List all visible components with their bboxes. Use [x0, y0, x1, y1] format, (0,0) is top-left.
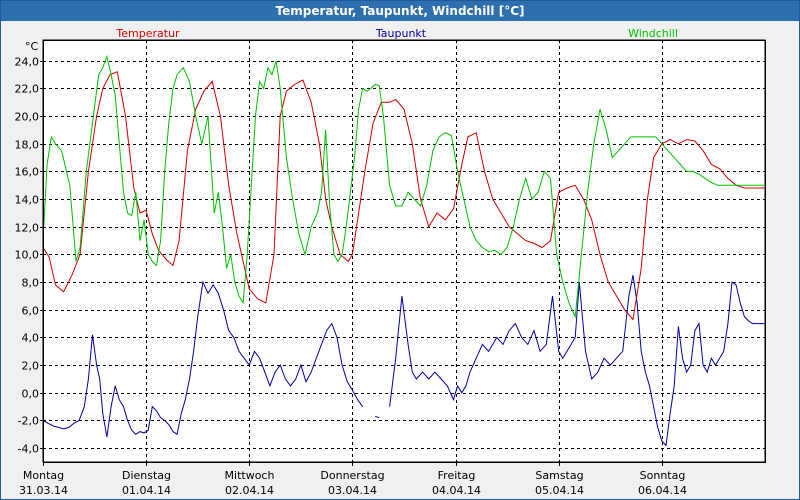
y-tick-label: 22,0: [15, 83, 40, 96]
x-tick-label-date: 05.04.14: [535, 484, 584, 497]
x-tick-label-day: Donnerstag: [320, 469, 384, 482]
plot-border: [43, 40, 766, 463]
series-line-taupunkt-2: [374, 415, 380, 419]
y-tick-label: -4,0: [18, 443, 39, 456]
y-tick-label: 18,0: [15, 139, 40, 152]
series-line-taupunkt: [43, 280, 364, 438]
y-axis-label: °C: [25, 40, 39, 53]
x-tick-label-date: 02.04.14: [225, 484, 274, 497]
y-tick-label: -2,0: [18, 415, 39, 428]
x-tick-label-date: 01.04.14: [122, 484, 171, 497]
x-tick-label-date: 04.04.14: [432, 484, 481, 497]
series-line-windchill: [43, 54, 765, 319]
y-tick-label: 10,0: [15, 249, 40, 262]
chart-title: Temperatur, Taupunkt, Windchill [°C]: [1, 1, 799, 21]
y-tick-label: 12,0: [15, 222, 40, 235]
legend-taupunkt: Taupunkt: [375, 27, 427, 40]
y-tick-label: 14,0: [15, 194, 40, 207]
x-tick-label-date: 31.03.14: [19, 484, 68, 497]
x-tick-label-day: Dienstag: [122, 469, 171, 482]
y-tick-label: 20,0: [15, 111, 40, 124]
y-tick-label: 2,0: [22, 360, 40, 373]
y-tick-label: 8,0: [22, 277, 40, 290]
x-tick-label-date: 06.04.14: [638, 484, 687, 497]
x-tick-label-day: Freitag: [438, 469, 476, 482]
x-tick-label-day: Montag: [23, 469, 64, 482]
y-tick-label: 6,0: [22, 305, 40, 318]
x-tick-label-date: 03.04.14: [328, 484, 377, 497]
chart-area: -4,0 -2,0 0,0 2,0 4,0 6,0 8,0 10,0 12,0 14,0 16,0 1…: [15, 27, 766, 497]
x-tick-label-day: Samstag: [535, 469, 583, 482]
y-tick-label: 4,0: [22, 332, 40, 345]
series-line-temperatur: [43, 71, 765, 321]
plot-area: [42, 39, 766, 463]
x-tick-label-day: Mittwoch: [225, 469, 275, 482]
y-tick-label: 16,0: [15, 166, 40, 179]
y-tick-label: 24,0: [15, 56, 40, 69]
legend-windchill: Windchill: [628, 27, 678, 40]
x-tick-label-day: Sonntag: [640, 469, 686, 482]
legend-temperatur: Temperatur: [115, 27, 180, 40]
y-tick-label: 0,0: [22, 388, 40, 401]
series-line-taupunkt-3: [389, 275, 765, 447]
